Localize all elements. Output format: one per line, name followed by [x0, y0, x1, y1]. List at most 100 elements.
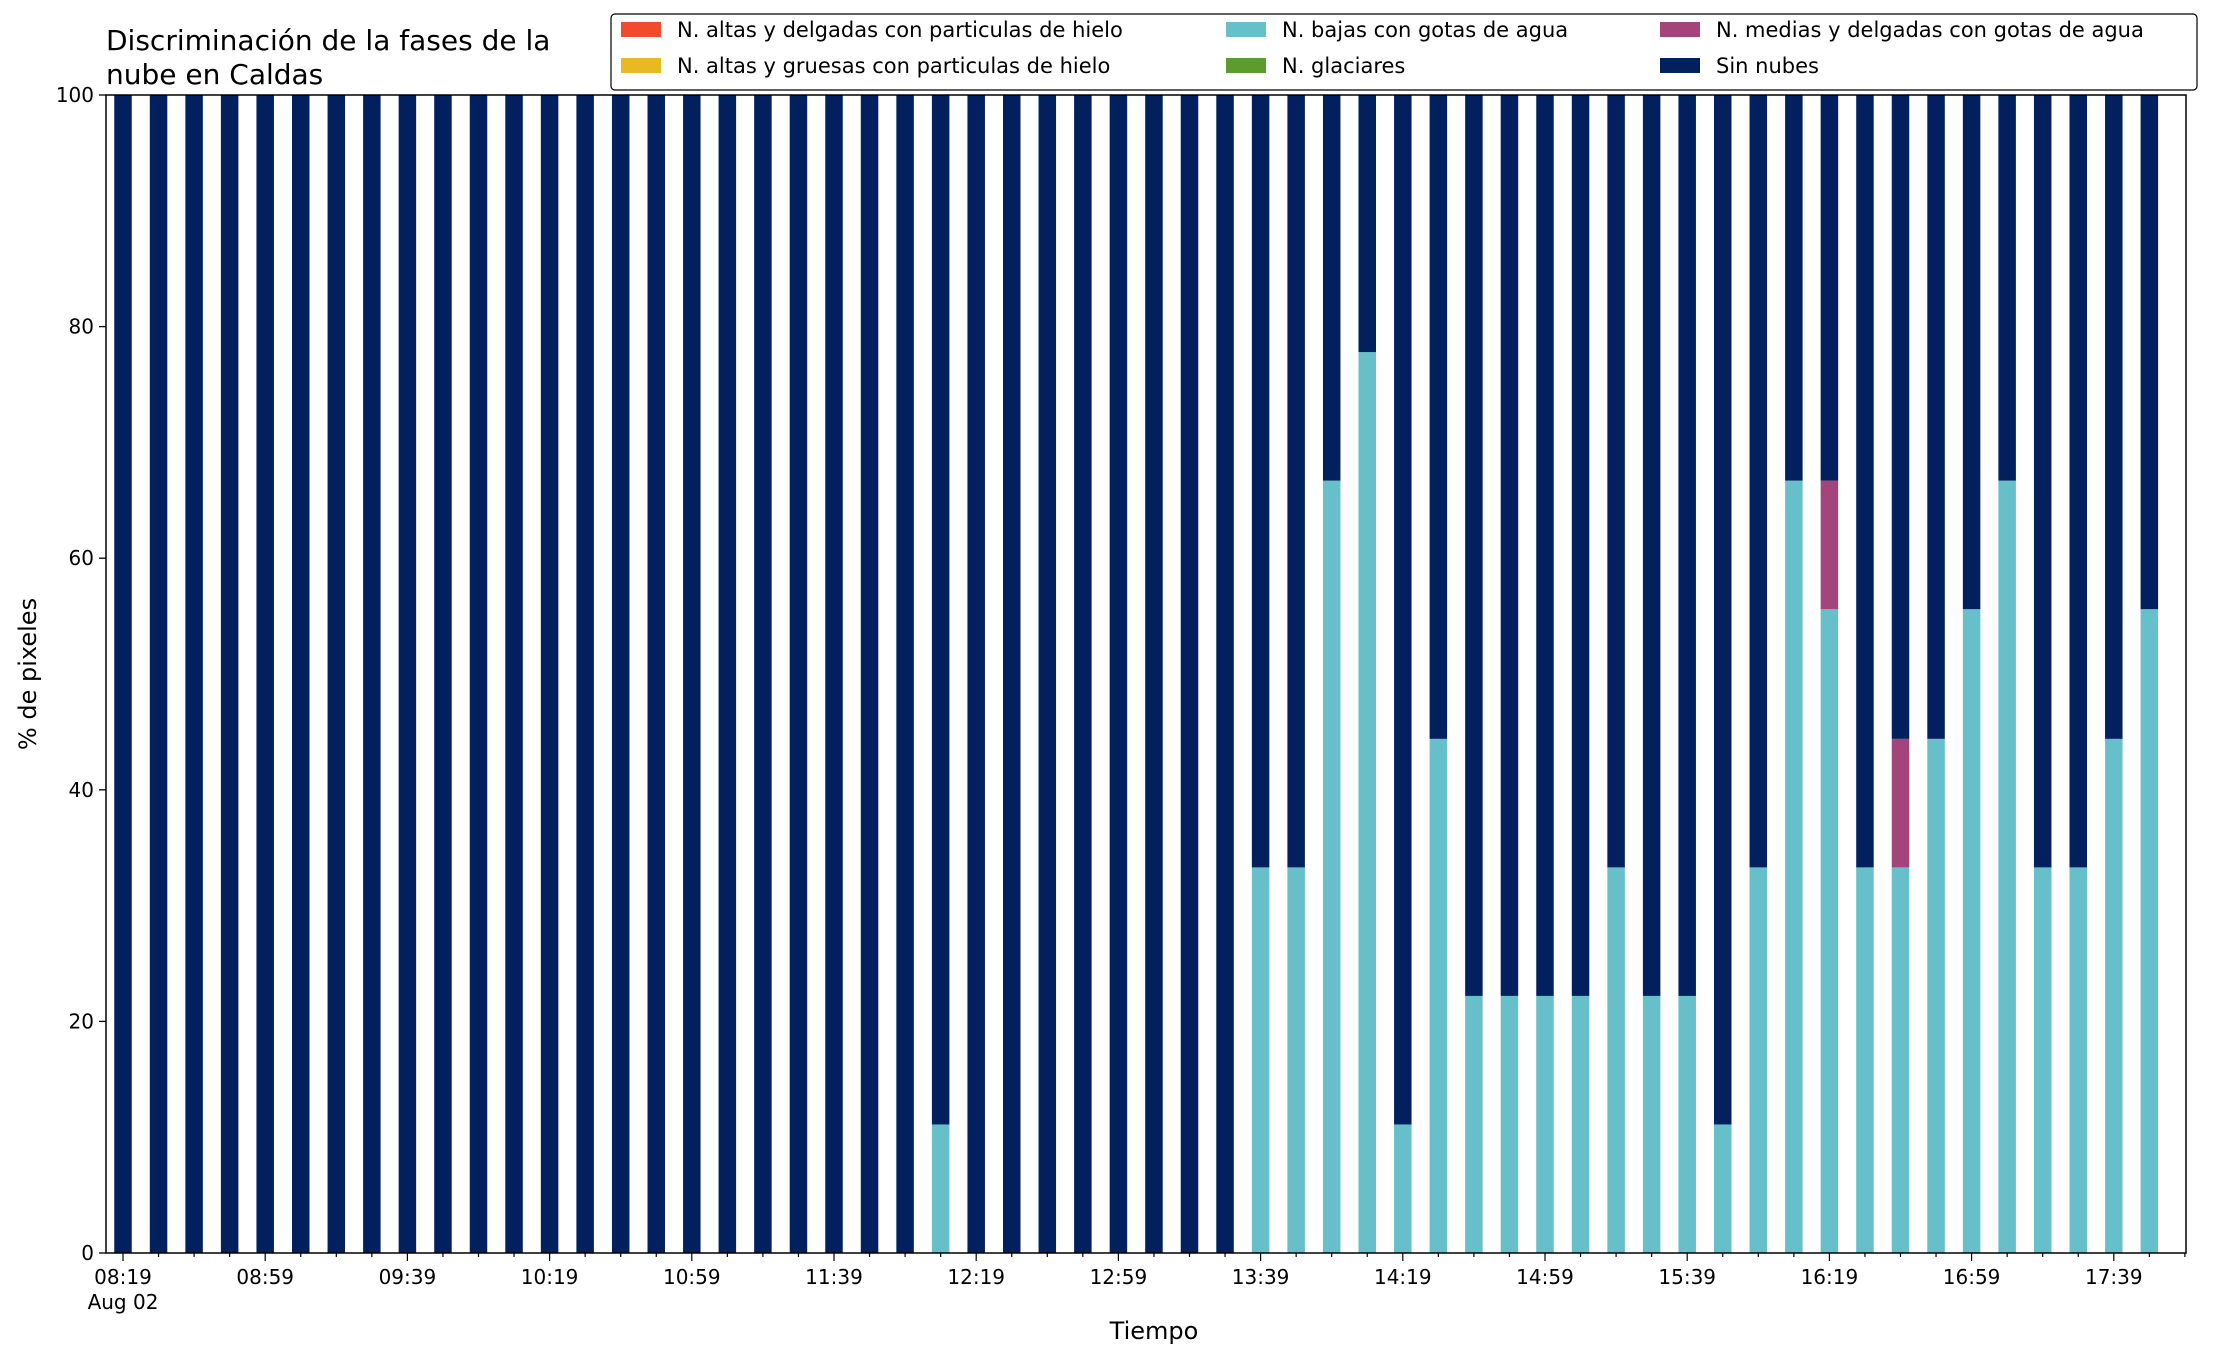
bar-segment-2-42 [1607, 867, 1625, 1253]
bar-segment-5-22 [896, 95, 914, 1253]
bar-segment-5-44 [1678, 95, 1696, 996]
bar-segment-2-43 [1642, 995, 1661, 1253]
bar-segment-5-17 [718, 95, 737, 1253]
bar-segment-5-16 [683, 95, 701, 1253]
legend-label-0: N. altas y delgadas con particulas de hi… [677, 18, 1123, 42]
bar-segment-5-39 [1500, 95, 1519, 996]
bar-segment-2-36 [1394, 1124, 1412, 1253]
bars-layer [114, 95, 2159, 1254]
bar-segment-5-28 [1109, 95, 1128, 1253]
bar-segment-5-35 [1358, 95, 1376, 353]
bar-segment-2-56 [2105, 738, 2123, 1253]
y-axis-label: % de pixeles [14, 598, 42, 750]
y-axis: 0 20 40 60 80 100 [56, 83, 106, 1265]
bar-segment-2-44 [1678, 995, 1696, 1253]
bar-segment-2-33 [1287, 867, 1305, 1253]
legend-swatch-4 [1660, 22, 1700, 37]
bar-segment-2-32 [1251, 867, 1270, 1253]
bar-segment-5-19 [789, 95, 808, 1253]
bar-segment-2-39 [1500, 995, 1519, 1253]
bar-segment-5-51 [1927, 95, 1945, 739]
bar-segment-5-42 [1607, 95, 1625, 868]
chart-title-line-2: nube en Caldas [106, 58, 323, 91]
bar-segment-5-7 [363, 95, 381, 1253]
bar-segment-5-14 [611, 95, 630, 1253]
x-axis-label: Tiempo [1109, 1317, 1199, 1345]
bar-segment-5-15 [647, 95, 665, 1253]
bar-segment-5-20 [825, 95, 843, 1253]
bar-segment-2-34 [1322, 480, 1341, 1253]
legend-label-2: N. bajas con gotas de agua [1282, 18, 1568, 42]
bar-segment-5-23 [931, 95, 950, 1125]
x-tick-label-5: 11:39 [805, 1265, 863, 1289]
x-tick-label-8: 13:39 [1232, 1265, 1290, 1289]
bar-segment-5-6 [327, 95, 346, 1253]
legend-swatch-1 [621, 58, 661, 73]
bar-segment-2-55 [2069, 867, 2087, 1253]
legend-swatch-0 [621, 22, 661, 37]
bar-segment-5-46 [1749, 95, 1768, 868]
bar-segment-2-49 [1856, 867, 1874, 1253]
bar-segment-2-47 [1785, 480, 1803, 1253]
bar-segment-5-9 [434, 95, 452, 1253]
legend-label-5: Sin nubes [1716, 54, 1819, 78]
bar-segment-5-54 [2033, 95, 2052, 868]
x-tick-label-10: 14:59 [1516, 1265, 1574, 1289]
x-tick-label-4: 10:59 [663, 1265, 721, 1289]
x-tick-label-6: 12:19 [947, 1265, 1005, 1289]
x-tick-label-0: 08:19 [94, 1265, 152, 1289]
bar-segment-5-25 [1003, 95, 1021, 1253]
bar-segment-2-54 [2033, 867, 2052, 1253]
bar-segment-2-23 [931, 1124, 950, 1253]
bar-segment-5-37 [1429, 95, 1448, 739]
chart-title-line-1: Discriminación de la fases de la [106, 24, 550, 57]
bar-segment-5-26 [1038, 95, 1057, 1253]
bar-segment-4-48 [1820, 480, 1839, 610]
bar-segment-5-49 [1856, 95, 1874, 868]
plot-frame [105, 94, 2187, 1254]
bar-segment-5-45 [1714, 95, 1732, 1125]
bar-segment-5-33 [1287, 95, 1305, 868]
bar-segment-5-8 [398, 95, 417, 1253]
bar-segment-2-46 [1749, 867, 1768, 1253]
bar-segment-2-41 [1571, 995, 1590, 1253]
bar-segment-4-50 [1891, 738, 1910, 868]
x-tick-label-11: 15:39 [1658, 1265, 1716, 1289]
bar-segment-5-57 [2140, 95, 2159, 610]
bar-segment-5-52 [1962, 95, 1981, 610]
bar-segment-5-40 [1536, 95, 1554, 996]
bar-segment-5-13 [576, 95, 594, 1253]
bar-segment-5-32 [1251, 95, 1270, 868]
bar-segment-5-11 [505, 95, 523, 1253]
bar-segment-5-2 [185, 95, 203, 1253]
bar-segment-2-40 [1536, 995, 1554, 1253]
bar-segment-5-55 [2069, 95, 2087, 868]
bar-segment-5-10 [469, 95, 488, 1253]
x-tick-label-9: 14:19 [1374, 1265, 1432, 1289]
bar-segment-5-47 [1785, 95, 1803, 481]
bar-segment-2-48 [1820, 609, 1839, 1253]
bar-segment-5-53 [1998, 95, 2016, 481]
bar-segment-5-4 [256, 95, 274, 1253]
y-tick-label-5: 100 [56, 83, 94, 107]
bar-segment-2-45 [1714, 1124, 1732, 1253]
bar-segment-5-31 [1216, 95, 1234, 1253]
bar-segment-5-48 [1820, 95, 1839, 481]
bar-segment-5-38 [1465, 95, 1483, 996]
bar-segment-2-57 [2140, 609, 2159, 1253]
bar-segment-5-41 [1571, 95, 1590, 996]
bar-segment-2-37 [1429, 738, 1448, 1253]
y-tick-label-4: 80 [69, 315, 94, 339]
bar-segment-2-35 [1358, 352, 1376, 1254]
bar-segment-5-34 [1322, 95, 1341, 481]
bar-segment-5-50 [1891, 95, 1910, 739]
legend-label-3: N. glaciares [1282, 54, 1405, 78]
bar-segment-2-38 [1465, 995, 1483, 1253]
bar-segment-5-56 [2105, 95, 2123, 739]
x-date-label: Aug 02 [88, 1290, 159, 1314]
bar-segment-5-5 [292, 95, 310, 1253]
y-tick-label-3: 60 [69, 546, 94, 570]
y-tick-label-2: 40 [69, 778, 94, 802]
bar-segment-2-51 [1927, 738, 1945, 1253]
